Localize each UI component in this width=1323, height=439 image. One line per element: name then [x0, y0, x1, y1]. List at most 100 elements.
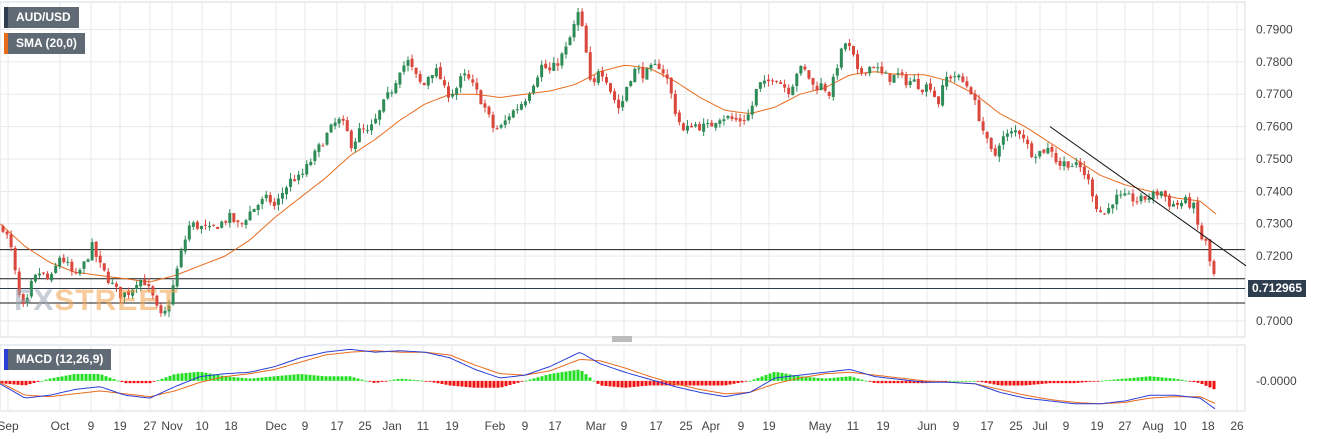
macd-histogram-bar — [1172, 378, 1176, 381]
candle-body — [653, 64, 657, 66]
macd-histogram-bar — [56, 377, 60, 381]
date-axis: Sep Oct 9 19 27 Nov 10 18 Dec 9 17 25 Jan 11 19 Feb 9 17 M… — [0, 419, 1244, 433]
candle-body — [1155, 191, 1159, 196]
macd-histogram-bar — [304, 374, 308, 381]
macd-histogram-bar — [292, 374, 296, 381]
candle-body — [155, 295, 159, 306]
candle-body — [1212, 261, 1216, 274]
y-tick-label: 0.7900 — [1256, 23, 1293, 37]
macd-histogram-bar — [248, 378, 252, 381]
macd-histogram-bar — [392, 379, 396, 381]
macd-histogram-bar — [576, 369, 580, 381]
candle-body — [1196, 201, 1200, 225]
macd-histogram-bar — [492, 380, 496, 388]
macd-histogram-bar — [596, 380, 600, 384]
macd-histogram-bar — [1060, 380, 1064, 384]
symbol-legend[interactable]: AUD/USD — [4, 7, 79, 28]
candle-body — [143, 279, 147, 286]
macd-histogram-bar — [40, 380, 44, 382]
macd-histogram-bar — [1100, 380, 1104, 382]
candle-body — [681, 123, 685, 131]
candle-body — [604, 77, 608, 83]
sma-legend[interactable]: SMA (20,0) — [4, 33, 85, 54]
macd-histogram-bar — [340, 376, 344, 381]
x-tick-label: 18 — [224, 419, 238, 433]
macd-histogram-bar — [664, 380, 668, 386]
y-tick-label: 0.7400 — [1256, 184, 1293, 198]
macd-histogram-bar — [32, 380, 36, 383]
macd-histogram-bar — [36, 380, 40, 382]
macd-histogram-bar — [152, 380, 156, 382]
x-tick-label: 9 — [88, 419, 95, 433]
descending-trendline — [1049, 126, 1247, 267]
macd-histogram-bar — [1160, 377, 1164, 381]
candle-body — [961, 76, 965, 82]
candle-body — [669, 77, 673, 94]
candle-body — [661, 69, 665, 74]
macd-histogram-bar — [260, 377, 264, 381]
macd-histogram-bar — [428, 380, 432, 382]
candle-body — [228, 212, 232, 223]
candle-body — [876, 67, 880, 69]
candle-body — [633, 68, 637, 82]
macd-legend[interactable]: MACD (12,26,9) — [4, 349, 112, 370]
x-tick-label: 19 — [113, 419, 127, 433]
macd-histogram-bar — [592, 380, 596, 382]
candle-body — [220, 221, 224, 228]
macd-histogram-bar — [792, 375, 796, 381]
macd-histogram-bar — [196, 371, 200, 381]
candle-body — [471, 79, 475, 83]
macd-histogram-bar — [1092, 380, 1096, 382]
candle-body — [244, 220, 248, 225]
macd-histogram-bar — [1004, 380, 1008, 386]
macd-histogram-bar — [1000, 380, 1004, 386]
candle-body — [580, 11, 584, 26]
candle-body — [843, 43, 847, 50]
candle-body — [212, 224, 216, 226]
x-tick-label: Jul — [1032, 419, 1047, 433]
macd-histogram-bar — [1136, 377, 1140, 381]
candle-body — [325, 132, 329, 145]
macd-histogram-bar — [168, 375, 172, 381]
candle-body — [515, 109, 519, 111]
candle-body — [1086, 174, 1090, 180]
macd-histogram-bar — [1120, 378, 1124, 381]
macd-histogram-bar — [236, 377, 240, 381]
candle-body — [503, 120, 507, 125]
macd-histogram-bar — [408, 379, 412, 381]
macd-histogram-bar — [332, 376, 336, 381]
macd-histogram-bar — [316, 375, 320, 381]
candle-body — [645, 68, 649, 80]
macd-histogram-bar — [832, 377, 836, 381]
macd-histogram-bar — [1164, 377, 1168, 381]
macd-histogram-bar — [656, 380, 660, 386]
macd-histogram-bar — [728, 380, 732, 385]
macd-histogram-bar — [604, 380, 608, 387]
macd-histogram-bar — [552, 373, 556, 381]
candle-body — [564, 46, 568, 55]
candle-body — [353, 141, 357, 150]
macd-label: MACD (12,26,9) — [16, 352, 104, 366]
macd-histogram-bar — [944, 380, 948, 382]
x-tick-label: 19 — [876, 419, 890, 433]
macd-histogram-bar — [548, 373, 552, 381]
macd-histogram-bar — [1196, 380, 1200, 383]
y-tick-label: 0.7000 — [1256, 314, 1293, 328]
macd-histogram-bar — [128, 380, 132, 384]
candle-body — [536, 77, 540, 87]
candle-body — [560, 53, 564, 66]
panel-resize-handle[interactable] — [612, 336, 632, 342]
candle-body — [1009, 131, 1013, 134]
macd-histogram-bar — [92, 373, 96, 381]
candle-body — [1074, 162, 1078, 165]
macd-histogram-bar — [280, 375, 284, 381]
candle-body — [179, 250, 183, 268]
candle-body — [317, 144, 321, 152]
current-price-tag: 0.712965 — [1248, 280, 1306, 297]
macd-histogram-bar — [468, 380, 472, 388]
macd-histogram-bar — [912, 380, 916, 384]
macd-histogram-bar — [876, 380, 880, 384]
watermark-street: STREET — [54, 284, 179, 317]
candle-body — [726, 116, 730, 119]
